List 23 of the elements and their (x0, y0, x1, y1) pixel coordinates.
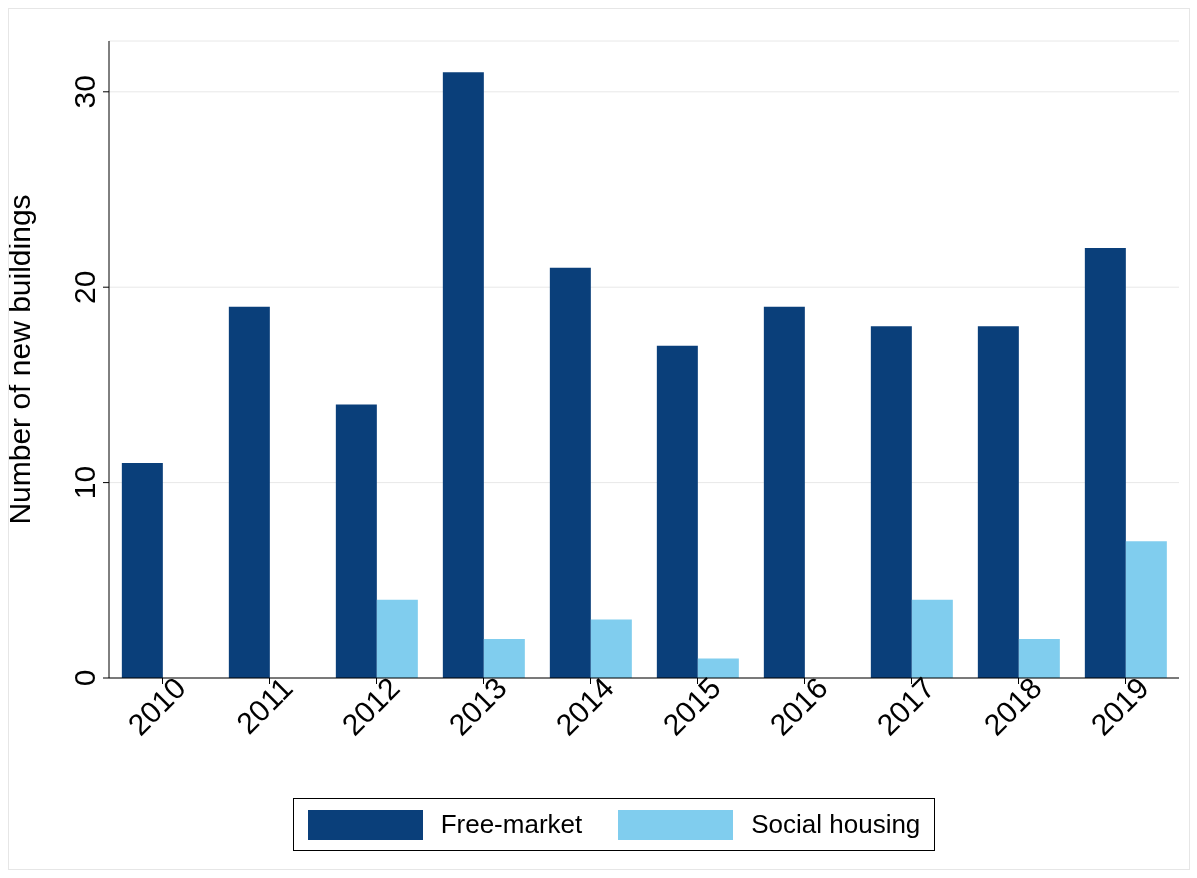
bar (763, 306, 805, 678)
bar (977, 326, 1019, 678)
bar (335, 404, 377, 678)
bar (549, 267, 591, 678)
bar (442, 72, 484, 678)
y-tick-label: 30 (68, 75, 101, 109)
bar (228, 306, 270, 678)
legend-label: Free-market (440, 809, 583, 840)
y-tick-label: 0 (68, 669, 101, 687)
bar (1125, 541, 1167, 678)
bar (590, 619, 632, 678)
y-tick-label: 10 (68, 465, 101, 500)
bar (1084, 248, 1126, 678)
bar (656, 345, 698, 678)
y-tick-label: 20 (68, 270, 101, 304)
bar (376, 599, 418, 678)
bar (697, 658, 739, 678)
legend-label: Social housing (751, 809, 921, 840)
bar (911, 599, 953, 678)
bar (483, 638, 525, 678)
bar (870, 326, 912, 678)
bar (121, 463, 163, 678)
bar (1018, 638, 1060, 678)
